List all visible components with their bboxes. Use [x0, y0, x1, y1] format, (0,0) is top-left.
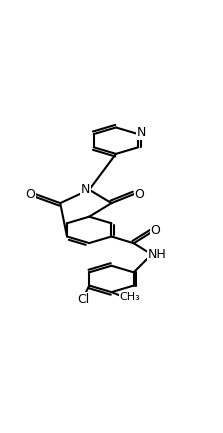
Text: O: O	[151, 224, 161, 237]
Text: NH: NH	[148, 248, 167, 261]
Text: CH₃: CH₃	[119, 291, 140, 302]
Text: O: O	[25, 187, 35, 201]
Text: Cl: Cl	[78, 293, 90, 306]
Text: N: N	[137, 126, 146, 139]
Text: N: N	[81, 183, 90, 196]
Text: O: O	[134, 187, 144, 201]
